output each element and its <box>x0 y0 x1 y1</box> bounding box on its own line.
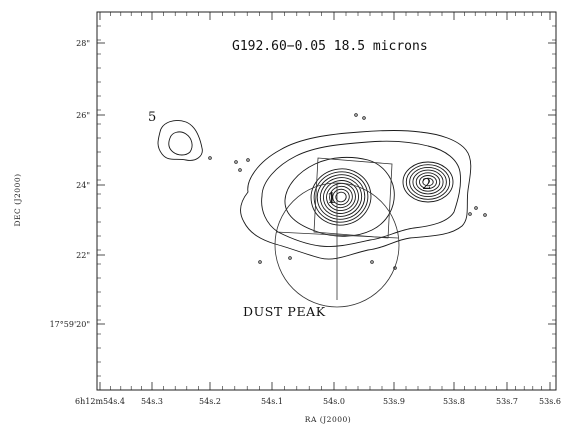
source-1-contour-0 <box>310 168 372 226</box>
source-1-contour-5 <box>326 183 356 211</box>
noise-speck-10 <box>288 256 292 260</box>
dust-peak-label: DUST PEAK <box>243 304 326 319</box>
x-tick-label-5: 53s.9 <box>383 397 405 406</box>
y-tick-label-1: 22" <box>76 251 90 260</box>
source-2-contour-1 <box>405 164 451 200</box>
x-tick-label-6: 53s.8 <box>443 397 465 406</box>
x-tick-label-7: 53s.7 <box>496 397 518 406</box>
source-label-5: 5 <box>148 110 156 125</box>
y-axis-title: DEC (J2000) <box>13 173 22 226</box>
y-tick-labels: 17°59'20" 22" 24" 26" 28" <box>50 39 90 329</box>
axis-ticks <box>97 12 556 391</box>
source-1-contour-7 <box>332 188 350 206</box>
noise-speck-11 <box>370 260 374 264</box>
x-tick-label-8: 53s.6 <box>539 397 561 406</box>
source-2-contour-0 <box>402 161 454 203</box>
source-5-inner <box>168 131 193 156</box>
x-axis-title: RA (J2000) <box>305 415 351 424</box>
y-tick-label-0: 17°59'20" <box>50 320 90 329</box>
y-tick-label-2: 24" <box>76 181 90 190</box>
x-tick-label-0: 6h12m54s.4 <box>75 397 125 406</box>
source-2-contour-6 <box>422 177 434 187</box>
source-2-contour-5 <box>419 175 437 189</box>
overlay-geometry <box>274 157 400 308</box>
noise-speck-7 <box>483 213 487 217</box>
overlay-square <box>313 157 393 239</box>
x-tick-label-2: 54s.2 <box>199 397 221 406</box>
source-2-contour-2 <box>409 166 447 198</box>
source-1-contour-8 <box>335 191 347 203</box>
y-tick-label-3: 26" <box>76 111 90 120</box>
source-label-2: 2 <box>422 175 432 193</box>
source-label-1: 1 <box>327 189 337 207</box>
source-1-contour-6 <box>329 185 353 209</box>
source-2-contours <box>402 161 454 203</box>
source-1-contour-3 <box>319 177 363 217</box>
noise-contours <box>208 113 487 270</box>
nebula-contour-2 <box>261 140 461 247</box>
noise-speck-6 <box>474 206 478 210</box>
noise-speck-8 <box>354 113 358 117</box>
x-tick-label-1: 54s.3 <box>141 397 163 406</box>
noise-speck-9 <box>362 116 366 120</box>
noise-speck-1 <box>238 168 242 172</box>
noise-speck-2 <box>246 158 250 162</box>
source-1-contours <box>310 168 372 226</box>
noise-speck-5 <box>468 212 472 216</box>
noise-speck-0 <box>234 160 238 164</box>
x-tick-labels: 6h12m54s.4 54s.3 54s.2 54s.1 54s.0 53s.9… <box>75 397 561 406</box>
plot-frame <box>96 11 557 391</box>
source-1-contour-1 <box>313 171 369 223</box>
noise-speck-3 <box>208 156 212 160</box>
source-5-contours <box>157 120 203 161</box>
chart-title: G192.60−0.05 18.5 microns <box>232 39 428 54</box>
overlay-cross-horizontal <box>275 231 399 239</box>
noise-speck-4 <box>258 260 262 264</box>
source-2-contour-4 <box>415 172 441 192</box>
y-tick-label-4: 28" <box>76 39 90 48</box>
source-1-contour-2 <box>316 174 366 220</box>
source-5-outer <box>157 120 203 161</box>
source-1-contour-4 <box>323 180 359 214</box>
x-tick-label-4: 54s.0 <box>323 397 345 406</box>
source-2-contour-3 <box>412 169 444 195</box>
x-tick-label-3: 54s.1 <box>261 397 283 406</box>
